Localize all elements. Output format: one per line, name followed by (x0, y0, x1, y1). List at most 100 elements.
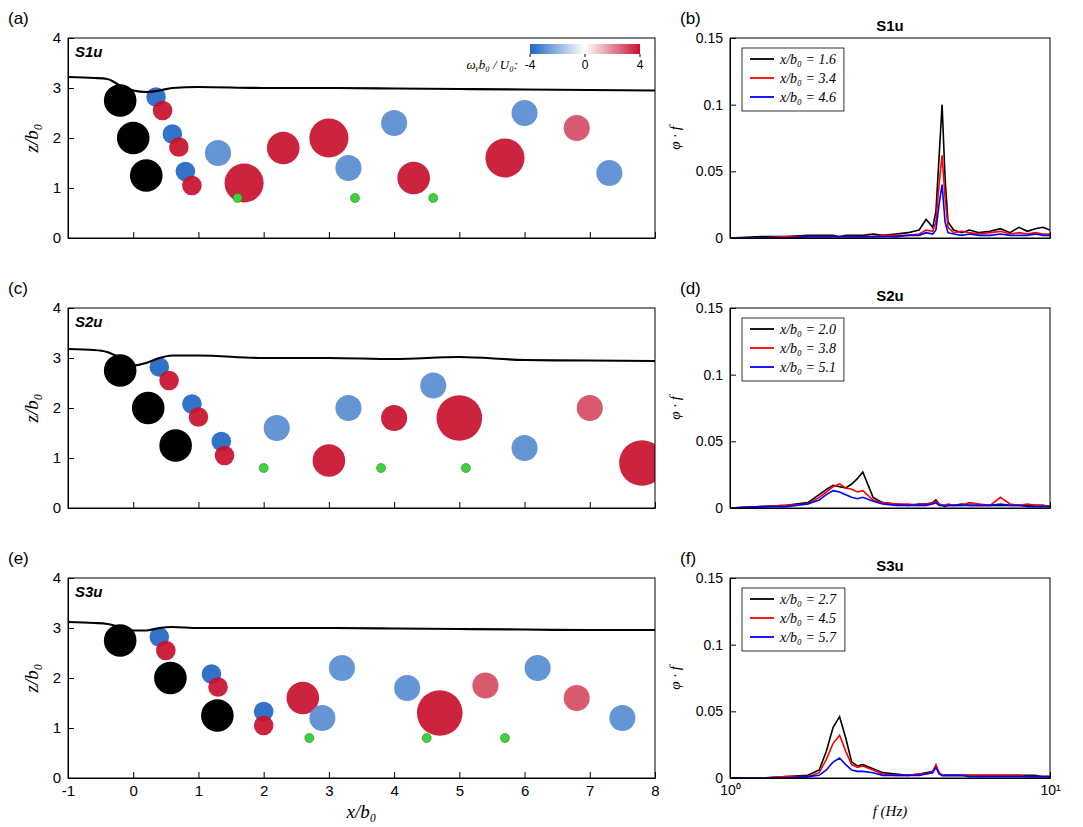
vortex (420, 372, 446, 398)
tick-mark (68, 308, 74, 309)
colorbar-label: ωᵧb₀ / U₀: (466, 57, 518, 72)
plot-background (730, 578, 1050, 778)
tick-label: 0.05 (696, 163, 723, 179)
tick-mark (525, 232, 526, 238)
tick-mark (329, 232, 330, 238)
panel-letter: (e) (8, 549, 29, 568)
plot-background (68, 308, 655, 508)
tick: 0 (53, 499, 74, 516)
tick (133, 232, 134, 238)
legend-label: x/b₀ = 4.5 (779, 611, 836, 626)
tick-label: 3 (53, 349, 61, 366)
tick (525, 232, 526, 238)
x-axis (731, 232, 1051, 239)
legend-swatch (750, 347, 774, 349)
tick: 0 (715, 500, 736, 516)
y-axis: 01234 (53, 29, 74, 246)
tick: 0.1 (704, 97, 736, 113)
legend-swatch (750, 636, 774, 638)
y-axis: 00.050.10.15 (696, 300, 736, 516)
tick: 1 (53, 179, 74, 196)
tick-label: 0.1 (704, 367, 724, 383)
tick: 3 (325, 772, 333, 799)
tick-mark (590, 772, 591, 778)
tick-mark (68, 358, 74, 359)
probe-point (305, 734, 314, 743)
vortex (596, 160, 622, 186)
tick-mark (730, 711, 736, 712)
cylinder (104, 84, 137, 117)
x-axis (731, 502, 1051, 509)
tick-label: 0.1 (704, 637, 724, 653)
tick-mark (459, 232, 460, 238)
tick: 1 (195, 772, 203, 799)
tick-mark (655, 502, 656, 508)
tick: 0 (53, 769, 74, 786)
plot-frame (68, 38, 655, 238)
cylinder (159, 429, 192, 462)
tick (655, 232, 656, 238)
legend-label: x/b₀ = 3.8 (779, 341, 836, 356)
spectrum-line (730, 105, 1050, 238)
tick: 4 (53, 29, 74, 46)
vortex (313, 444, 346, 477)
tick-label: 10¹ (1040, 782, 1061, 798)
tick-mark (68, 678, 74, 679)
tick-mark (264, 232, 265, 238)
tick (459, 232, 460, 238)
tick-mark (68, 88, 74, 89)
tick-label: 4 (53, 569, 61, 586)
spectrum-line (730, 758, 1050, 778)
vortex (264, 415, 290, 441)
tick-mark (133, 232, 134, 238)
tick-mark (198, 232, 199, 238)
spectrum-line (730, 472, 1050, 508)
colorbar-tick-label: 4 (637, 58, 644, 72)
vortex (215, 446, 235, 466)
tick-mark (730, 441, 736, 442)
tick (394, 502, 395, 508)
tick (329, 502, 330, 508)
vortex (417, 690, 463, 736)
vortex (169, 137, 189, 157)
tick: 2 (53, 399, 74, 416)
tick-mark (68, 778, 74, 779)
tick-label: 7 (586, 782, 594, 799)
panel-title: S3u (876, 557, 904, 574)
vortex (309, 705, 335, 731)
vortex (267, 132, 300, 165)
vortex (512, 100, 538, 126)
legend-label: x/b₀ = 2.0 (779, 322, 836, 337)
tick: 10¹ (1040, 772, 1061, 798)
vortex (309, 118, 348, 157)
tick: 1 (53, 449, 74, 466)
legend-swatch (750, 328, 774, 330)
legend-box (742, 588, 845, 651)
panel-letter: (a) (8, 9, 29, 28)
probe-point (233, 194, 242, 203)
tick-mark (730, 38, 736, 39)
panel-letter: (f) (680, 549, 696, 568)
tick-label: 2 (260, 782, 268, 799)
spectrum-line (730, 185, 1050, 238)
vortex (182, 176, 202, 196)
plot-frame (730, 38, 1050, 238)
y-axis: 00.050.10.15 (696, 30, 736, 246)
tick-mark (730, 238, 736, 239)
tick: 0.1 (704, 367, 736, 383)
vortex (437, 395, 483, 441)
vortex (225, 163, 264, 202)
tick-label: 0 (715, 230, 723, 246)
spectrum-line (730, 735, 1050, 778)
tick-mark (133, 772, 134, 778)
tick-mark (525, 772, 526, 778)
tick: 8 (651, 772, 659, 799)
x-axis (69, 232, 656, 239)
tick-label: 0 (53, 229, 61, 246)
tick-label: 0 (130, 782, 138, 799)
legend-swatch (750, 96, 774, 98)
tick-mark (264, 772, 265, 778)
tick: 2 (53, 669, 74, 686)
tick-mark (329, 502, 330, 508)
tick-mark (68, 408, 74, 409)
